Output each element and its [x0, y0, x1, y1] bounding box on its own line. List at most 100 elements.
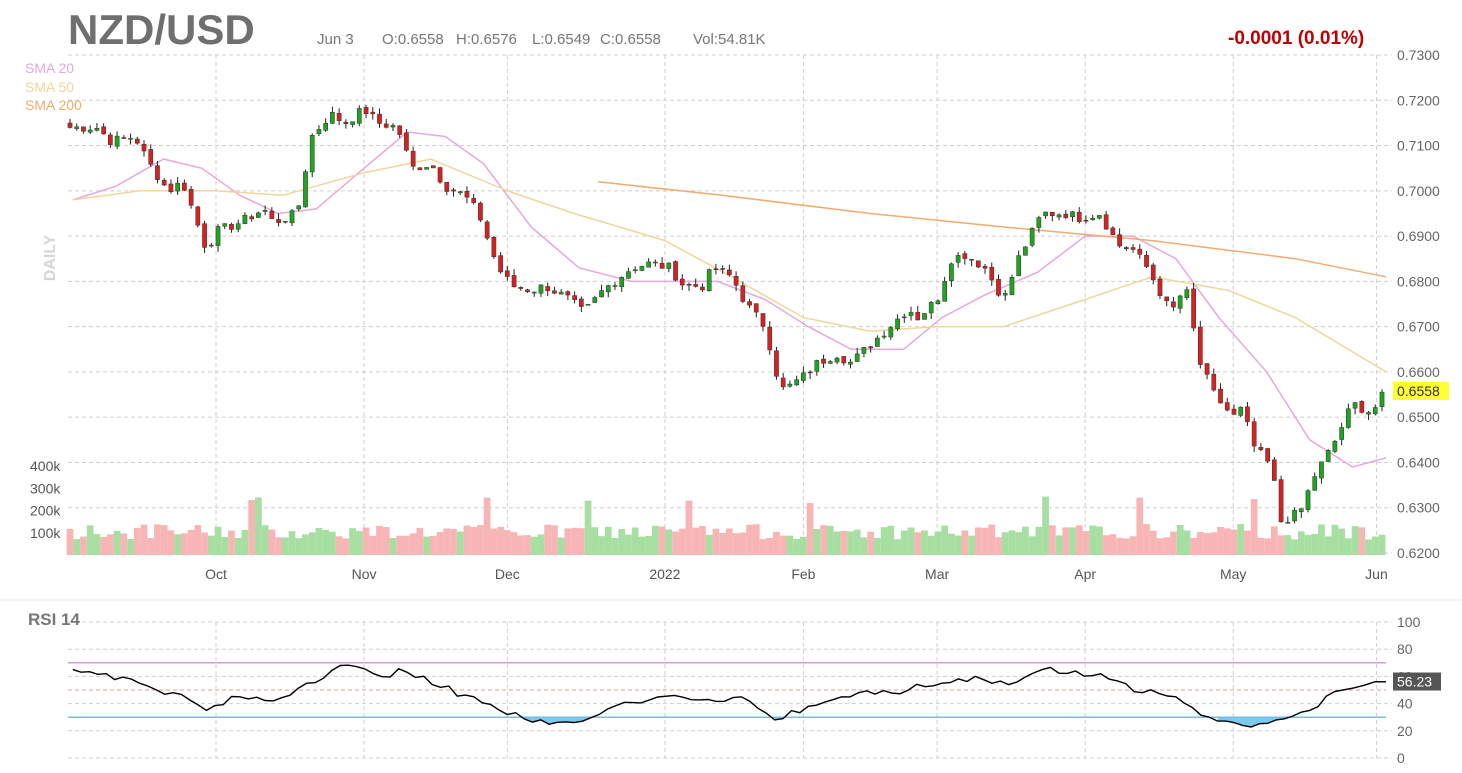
candle-body — [827, 361, 833, 364]
volume-bar — [1257, 537, 1265, 555]
candle-body — [807, 371, 813, 374]
candle-body — [1298, 508, 1304, 513]
candle-body — [942, 281, 948, 302]
candle-body — [962, 253, 968, 259]
volume-bar — [887, 525, 895, 555]
candle-body — [740, 285, 746, 302]
candle-body — [565, 291, 571, 296]
candle-body — [612, 285, 618, 287]
volume-bar — [1075, 525, 1083, 555]
candle-body — [901, 316, 907, 319]
volume-bar — [221, 537, 229, 555]
volume-bar — [840, 531, 848, 555]
volume-bar — [510, 532, 518, 555]
candle-body — [155, 165, 160, 180]
volume-bar — [988, 524, 996, 555]
volume-bar — [571, 527, 578, 555]
candle-body — [854, 353, 860, 362]
candle-body — [168, 183, 174, 193]
volume-bar — [423, 536, 430, 555]
volume-bar — [302, 534, 309, 555]
price-tick-label: 0.7000 — [1397, 183, 1440, 199]
volume-bar — [665, 529, 673, 555]
candle-body — [188, 189, 194, 206]
volume-bar — [806, 503, 814, 555]
volume-bar — [981, 527, 989, 555]
rsi-tick-label: 40 — [1397, 696, 1413, 712]
candle-body — [1056, 214, 1062, 218]
candle-body — [673, 261, 678, 281]
candle-body — [1083, 219, 1089, 222]
volume-bar — [1264, 538, 1271, 555]
volume-bar — [1351, 526, 1359, 555]
volume-bar — [800, 536, 807, 555]
candle-body — [747, 301, 752, 306]
volume-bar — [1371, 536, 1379, 555]
candle-body — [128, 137, 133, 140]
volume-bar — [752, 524, 760, 555]
candle-body — [491, 236, 497, 257]
month-tick-label: Dec — [495, 566, 520, 582]
volume-bar — [214, 526, 222, 555]
volume-bar — [645, 535, 652, 555]
rsi-tick-label: 0 — [1397, 750, 1405, 766]
volume-bar — [322, 529, 330, 555]
volume-bar — [140, 524, 148, 555]
candle-body — [316, 129, 322, 135]
candle-body — [222, 223, 228, 227]
candle-body — [1137, 248, 1143, 255]
price-tick-label: 0.7200 — [1397, 92, 1440, 108]
volume-bar — [934, 531, 942, 555]
candle-body — [1325, 450, 1331, 462]
candle-body — [646, 261, 651, 268]
volume-bar — [1028, 536, 1036, 555]
volume-bar — [874, 537, 881, 555]
volume-bar — [1149, 530, 1157, 555]
candle-body — [982, 266, 988, 269]
volume-bar — [1170, 531, 1177, 555]
candle-body — [666, 262, 672, 269]
volume-bar — [1143, 524, 1150, 555]
volume-bar — [557, 537, 565, 555]
volume-bar — [564, 528, 572, 555]
rsi-tick-label: 20 — [1397, 723, 1413, 739]
candle-body — [289, 210, 295, 224]
month-tick-label: 2022 — [649, 566, 680, 582]
volume-bar — [847, 531, 854, 555]
candle-body — [659, 263, 665, 269]
volume-bar — [1297, 531, 1305, 555]
candle-body — [94, 127, 100, 131]
volume-bar — [907, 527, 915, 555]
volume-bar — [544, 524, 552, 555]
volume-bar — [456, 531, 464, 555]
candle-body — [733, 276, 739, 286]
candle-body — [1023, 246, 1028, 256]
volume-bar — [1176, 524, 1184, 555]
candle-body — [249, 216, 254, 220]
candle-body — [370, 111, 376, 114]
volume-bar — [241, 529, 249, 555]
candlesticks — [67, 104, 1385, 524]
candle-body — [1251, 421, 1257, 447]
candle-body — [1319, 461, 1324, 479]
candle-body — [841, 356, 847, 364]
volume-bar — [329, 531, 336, 555]
candle-body — [121, 137, 127, 139]
candle-body — [1063, 213, 1069, 218]
price-tick-label: 0.6200 — [1397, 545, 1440, 561]
volume-bar — [1055, 535, 1063, 555]
volume-bar — [625, 534, 632, 555]
candle-body — [989, 266, 995, 281]
volume-bar — [678, 528, 686, 555]
volume-bar — [429, 535, 437, 555]
volume-bar — [618, 529, 626, 555]
volume-bar — [820, 525, 827, 555]
volume-bar — [1035, 526, 1043, 555]
candle-body — [928, 301, 934, 314]
candle-body — [1009, 277, 1015, 296]
price-tick-label: 0.6900 — [1397, 228, 1440, 244]
candle-body — [767, 326, 773, 351]
candle-body — [1346, 408, 1351, 428]
candle-body — [700, 286, 705, 291]
volume-bar — [174, 534, 182, 555]
